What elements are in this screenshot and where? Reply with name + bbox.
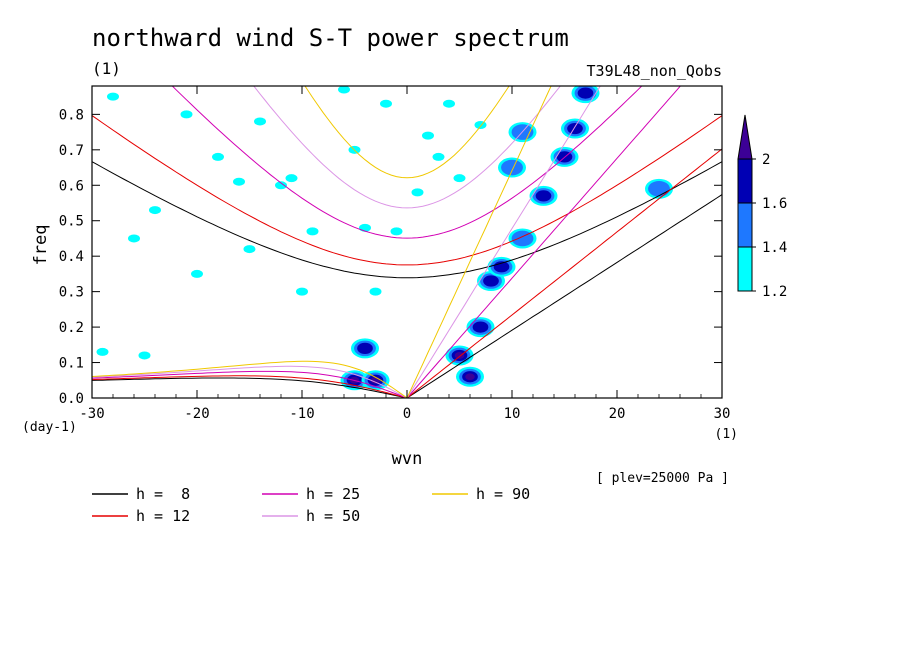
y-tick-label: 0.0 xyxy=(59,391,84,407)
legend-label: h = 90 xyxy=(476,485,530,503)
contour-blob-level-2 xyxy=(648,181,670,197)
contour-patch xyxy=(285,174,298,183)
legend-label: h = 8 xyxy=(136,485,190,503)
y-tick-label: 0.4 xyxy=(59,249,84,265)
y-tick-label: 0.8 xyxy=(59,107,84,123)
contour-patch xyxy=(212,152,224,161)
dispersion-curve xyxy=(92,365,408,398)
contour-patch xyxy=(390,227,403,236)
contour-patch xyxy=(96,347,109,356)
contour-blob-level-3 xyxy=(567,122,583,135)
contour-patch xyxy=(338,86,350,94)
x-tick-label: -30 xyxy=(79,406,104,422)
contour-patch xyxy=(380,99,392,108)
colorbar: 1.2 1.4 1.6 2 xyxy=(737,114,787,300)
legend-label: h = 12 xyxy=(136,507,190,525)
plot-area xyxy=(92,86,722,398)
contour-patch xyxy=(432,152,445,161)
y-tick-label: 0.6 xyxy=(59,178,84,194)
colorbar-segment xyxy=(737,202,753,248)
contour-patch xyxy=(233,177,245,186)
contour-patch xyxy=(306,227,319,236)
x-tick-label: -10 xyxy=(289,406,314,422)
contour-patch xyxy=(191,269,203,278)
contour-blob-level-2 xyxy=(501,159,523,176)
dispersion-curve xyxy=(92,377,408,398)
x-tick-label: 0 xyxy=(403,406,411,422)
units-label: (1) xyxy=(92,59,121,78)
dispersion-curve xyxy=(92,370,408,398)
x-tick-label: 20 xyxy=(609,406,626,422)
y-tick-label: 0.2 xyxy=(59,320,84,336)
dispersion-curve xyxy=(406,86,682,398)
contour-blob-level-3 xyxy=(357,342,373,354)
axes: -30 -20 -10 0 10 20 30 0.0 0.1 0.2 0.3 0.4 0.5 0.6 0.7… xyxy=(59,86,731,422)
dispersion-curve xyxy=(406,194,722,398)
colorbar-segment xyxy=(737,158,753,204)
legend: h = 8 h = 12 h = 25 h = 50 h = 90 xyxy=(92,485,530,525)
run-label: T39L48_non_Qobs xyxy=(587,62,722,80)
x-tick-label: 10 xyxy=(504,406,521,422)
contour-patch xyxy=(107,92,119,101)
contour-patch xyxy=(443,99,455,108)
chart-title: northward wind S-T power spectrum xyxy=(92,24,569,52)
dispersion-curve xyxy=(92,375,408,398)
contour-blob-level-4 xyxy=(465,373,475,381)
contour-patch xyxy=(254,117,266,126)
contour-patch xyxy=(275,181,287,190)
contour-patch xyxy=(453,174,466,183)
y-tick-label: 0.3 xyxy=(59,285,84,301)
dispersion-curve xyxy=(92,161,722,279)
legend-label: h = 50 xyxy=(306,507,360,525)
y-tick-label: 0.1 xyxy=(59,356,84,372)
y-axis-label: freq xyxy=(31,225,51,266)
y-units-label: (day-1) xyxy=(22,420,77,435)
x-tick-label: 30 xyxy=(714,406,731,422)
contour-patch xyxy=(296,287,308,296)
colorbar-label: 1.2 xyxy=(762,284,787,300)
contour-patch xyxy=(369,287,382,296)
y-tick-label: 0.7 xyxy=(59,143,84,159)
contour-patch xyxy=(422,131,434,140)
contour-patch xyxy=(243,245,256,254)
dispersion-curve xyxy=(406,148,722,398)
contour-blob-level-3 xyxy=(535,190,552,202)
contour-blob-level-3 xyxy=(472,321,489,333)
dispersion-curve xyxy=(304,86,510,179)
colorbar-label: 1.6 xyxy=(762,196,787,212)
contour-patch xyxy=(138,351,151,360)
footnote: [ plev=25000 Pa ] xyxy=(596,471,729,486)
contour-patch xyxy=(128,234,140,243)
legend-label: h = 25 xyxy=(306,485,360,503)
contour-blob-level-4 xyxy=(454,352,465,359)
contour-patch xyxy=(411,188,424,197)
colorbar-segment xyxy=(737,246,753,292)
dispersion-curve xyxy=(253,86,561,209)
dispersion-curve xyxy=(92,360,408,398)
x-axis-label: wvn xyxy=(392,449,423,469)
dispersion-curve xyxy=(92,115,722,266)
contour-patch xyxy=(149,206,161,215)
dispersion-curve xyxy=(406,86,601,398)
x-units-label: (1) xyxy=(715,427,738,442)
y-tick-label: 0.5 xyxy=(59,214,84,230)
contour-patch xyxy=(180,110,193,119)
dispersion-curve xyxy=(406,86,552,398)
contour-blob-level-3 xyxy=(577,87,594,99)
contour-patch xyxy=(474,121,487,129)
colorbar-label: 2 xyxy=(762,152,770,168)
colorbar-label: 1.4 xyxy=(762,240,787,256)
contour-blob-level-3 xyxy=(483,275,499,287)
colorbar-extend-arrow xyxy=(737,114,753,160)
dispersion-curve xyxy=(171,86,643,239)
x-tick-label: -20 xyxy=(184,406,209,422)
